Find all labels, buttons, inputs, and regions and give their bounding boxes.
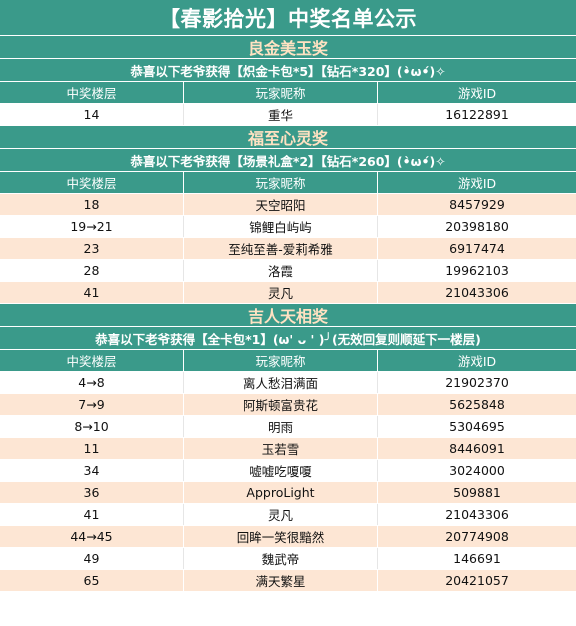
table-row: 4→8 离人愁泪满面 21902370 [0, 372, 576, 394]
cell-nickname: ApproLight [184, 482, 378, 503]
table-row: 49 魏武帝 146691 [0, 548, 576, 570]
cell-nickname: 至纯至善-爱莉希雅 [184, 238, 378, 259]
header-game-id: 游戏ID [457, 86, 497, 101]
header-nickname: 玩家昵称 [184, 350, 378, 371]
table-row: 8→10 明雨 5304695 [0, 416, 576, 438]
cell-floor: 28 [0, 260, 184, 281]
cell-floor: 4→8 [0, 372, 184, 393]
table-row: 28 洛霞 19962103 [0, 260, 576, 282]
cell-nickname: 玉若雪 [184, 438, 378, 459]
cell-game-id: 8446091 [449, 441, 505, 456]
cell-floor: 11 [0, 438, 184, 459]
sheet-title: 【春影拾光】中奖名单公示 [0, 0, 576, 36]
cell-floor: 41 [0, 504, 184, 525]
cell-floor: 44→45 [0, 526, 184, 547]
cell-floor: 36 [0, 482, 184, 503]
table-row: 18 天空昭阳 8457929 [0, 194, 576, 216]
cell-game-id: 20774908 [445, 529, 509, 544]
prize-title-3: 吉人天相奖 [0, 304, 576, 327]
prize-note-1: 恭喜以下老爷获得【炽金卡包*5】【钻石*320】(•̀ω•́)✧ [0, 59, 576, 82]
cell-game-id: 21043306 [445, 285, 509, 300]
table-header: 中奖楼层 玩家昵称 游戏ID [0, 350, 576, 372]
prize-title-2: 福至心灵奖 [0, 126, 576, 149]
table-row: 36 ApproLight 509881 [0, 482, 576, 504]
prize-note-2: 恭喜以下老爷获得【场景礼盒*2】【钻石*260】(•̀ω•́)✧ [0, 149, 576, 172]
cell-game-id: 20398180 [445, 219, 509, 234]
table-row: 41 灵凡 21043306 [0, 282, 576, 304]
header-floor: 中奖楼层 [0, 82, 184, 103]
cell-nickname: 洛霞 [184, 260, 378, 281]
table-row: 14 重华 16122891 [0, 104, 576, 126]
header-game-id: 游戏ID [457, 176, 497, 191]
cell-nickname: 灵凡 [184, 504, 378, 525]
table-row: 23 至纯至善-爱莉希雅 6917474 [0, 238, 576, 260]
table-row: 44→45 回眸一笑很黯然 20774908 [0, 526, 576, 548]
cell-nickname: 锦鲤白屿屿 [184, 216, 378, 237]
header-floor: 中奖楼层 [0, 350, 184, 371]
cell-nickname: 离人愁泪满面 [184, 372, 378, 393]
cell-nickname: 明雨 [184, 416, 378, 437]
cell-floor: 8→10 [0, 416, 184, 437]
cell-nickname: 阿斯顿富贵花 [184, 394, 378, 415]
cell-game-id: 16122891 [445, 107, 509, 122]
cell-game-id: 19962103 [445, 263, 509, 278]
header-nickname: 玩家昵称 [184, 82, 378, 103]
cell-game-id: 5625848 [449, 397, 505, 412]
cell-game-id: 5304695 [449, 419, 505, 434]
cell-nickname: 嘘嘘吃嗄嗄 [184, 460, 378, 481]
cell-game-id: 20421057 [445, 573, 509, 588]
cell-nickname: 回眸一笑很黯然 [184, 526, 378, 547]
cell-nickname: 魏武帝 [184, 548, 378, 569]
cell-game-id: 6917474 [449, 241, 505, 256]
cell-nickname: 满天繁星 [184, 570, 378, 591]
cell-floor: 19→21 [0, 216, 184, 237]
cell-nickname: 重华 [184, 104, 378, 125]
cell-game-id: 21902370 [445, 375, 509, 390]
cell-nickname: 灵凡 [184, 282, 378, 303]
cell-floor: 65 [0, 570, 184, 591]
cell-floor: 49 [0, 548, 184, 569]
cell-floor: 7→9 [0, 394, 184, 415]
cell-floor: 34 [0, 460, 184, 481]
cell-game-id: 8457929 [449, 197, 505, 212]
header-nickname: 玩家昵称 [184, 172, 378, 193]
table-row: 34 嘘嘘吃嗄嗄 3024000 [0, 460, 576, 482]
table-row: 7→9 阿斯顿富贵花 5625848 [0, 394, 576, 416]
cell-game-id: 3024000 [449, 463, 505, 478]
table-header: 中奖楼层 玩家昵称 游戏ID [0, 82, 576, 104]
header-game-id: 游戏ID [457, 354, 497, 369]
cell-floor: 14 [0, 104, 184, 125]
cell-floor: 41 [0, 282, 184, 303]
prize-note-3: 恭喜以下老爷获得【全卡包*1】(ω' ᴗ ' )╯(无效回复则顺延下一楼层) [0, 327, 576, 350]
cell-game-id: 146691 [453, 551, 501, 566]
header-floor: 中奖楼层 [0, 172, 184, 193]
table-row: 65 满天繁星 20421057 [0, 570, 576, 592]
cell-floor: 23 [0, 238, 184, 259]
cell-nickname: 天空昭阳 [184, 194, 378, 215]
table-row: 11 玉若雪 8446091 [0, 438, 576, 460]
prize-title-1: 良金美玉奖 [0, 36, 576, 59]
table-row: 41 灵凡 21043306 [0, 504, 576, 526]
cell-game-id: 21043306 [445, 507, 509, 522]
table-row: 19→21 锦鲤白屿屿 20398180 [0, 216, 576, 238]
cell-floor: 18 [0, 194, 184, 215]
table-header: 中奖楼层 玩家昵称 游戏ID [0, 172, 576, 194]
cell-game-id: 509881 [453, 485, 501, 500]
